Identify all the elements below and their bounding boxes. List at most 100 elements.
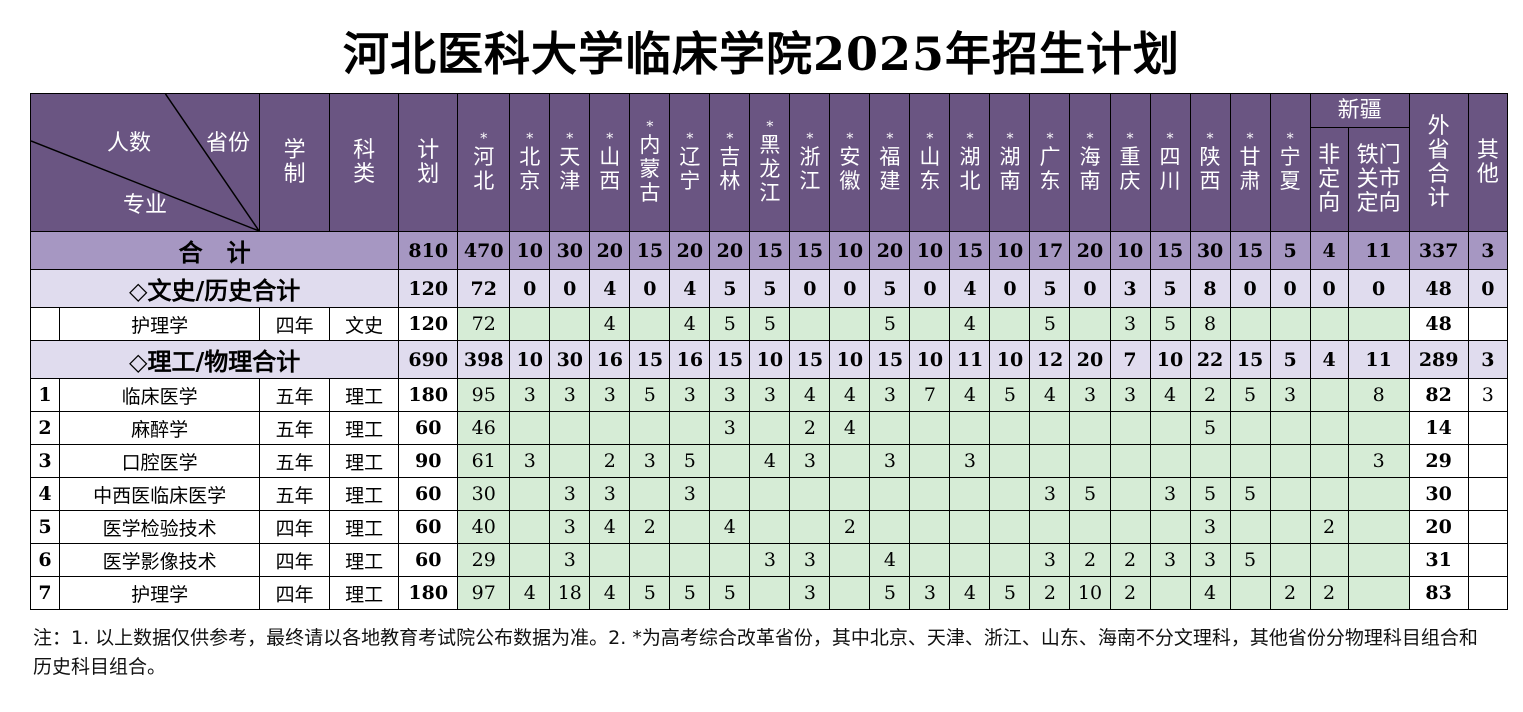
cell: 3 <box>1149 477 1191 511</box>
row-major: 护理学 <box>59 307 261 341</box>
header-xinjiang: 新疆 <box>1309 93 1410 128</box>
cell: 0 <box>829 269 871 308</box>
cell <box>669 411 711 445</box>
cell: 97 <box>457 576 511 610</box>
cell <box>989 411 1031 445</box>
cell: 5 <box>709 307 751 341</box>
header-province: 省份 <box>206 131 251 156</box>
cell: 15 <box>1149 231 1191 270</box>
cell <box>629 543 671 577</box>
cell: 3 <box>1189 510 1231 544</box>
total-row: 合 计 810 470 10 30 20 15 20 20 15 15 10 2… <box>29 231 1509 270</box>
cell <box>1029 444 1071 478</box>
row-qita <box>1467 510 1509 544</box>
cell <box>989 444 1031 478</box>
header-province-guangdong: * 广东 <box>1029 93 1071 232</box>
cell: 5 <box>1229 477 1271 511</box>
row-system: 五年 <box>259 411 331 445</box>
cell: 20 <box>1069 340 1111 379</box>
cell: 2 <box>1309 510 1349 544</box>
cell: 4 <box>829 378 871 412</box>
header-province-liaoning: * 辽宁 <box>669 93 711 232</box>
total-qita: 3 <box>1467 231 1509 270</box>
row-waisheng: 29 <box>1408 444 1469 478</box>
cell <box>989 543 1031 577</box>
cell: 0 <box>1309 269 1349 308</box>
cell: 2 <box>1029 576 1071 610</box>
cell <box>1029 510 1071 544</box>
cell: 2 <box>589 444 631 478</box>
cell <box>909 543 951 577</box>
row-qita <box>1467 411 1509 445</box>
row-plan: 180 <box>398 576 459 610</box>
cell: 0 <box>909 269 951 308</box>
cell: 10 <box>829 231 871 270</box>
cell: 3 <box>509 444 551 478</box>
cell: 5 <box>869 576 911 610</box>
cell <box>1149 576 1191 610</box>
cell: 4 <box>949 269 991 308</box>
cell: 0 <box>1229 269 1271 308</box>
cell <box>1269 543 1311 577</box>
cell <box>949 510 991 544</box>
cell <box>1069 411 1111 445</box>
cell <box>869 411 911 445</box>
cell <box>1309 543 1349 577</box>
cell <box>829 444 871 478</box>
diagonal-header: 人数 省份 专业 <box>29 93 261 232</box>
header-qita: 其他 <box>1467 93 1509 232</box>
cell <box>1347 576 1410 610</box>
total-plan: 810 <box>398 231 459 270</box>
cell: 2 <box>1189 378 1231 412</box>
cell <box>829 543 871 577</box>
row-index: 4 <box>29 477 61 511</box>
row-major: 麻醉学 <box>59 411 261 445</box>
row-plan: 60 <box>398 477 459 511</box>
cell <box>789 510 831 544</box>
cell: 15 <box>709 340 751 379</box>
cell: 5 <box>669 444 711 478</box>
table-row: 6 医学影像技术 四年 理工 60 29 3 3 3 4 3 2 2 3 3 5 31 <box>29 543 1509 577</box>
cell <box>869 510 911 544</box>
cell: 3 <box>1069 378 1111 412</box>
cell <box>869 477 911 511</box>
row-plan: 60 <box>398 543 459 577</box>
cell: 61 <box>457 444 511 478</box>
cell: 16 <box>589 340 631 379</box>
row-category: 理工 <box>329 411 400 445</box>
row-plan: 90 <box>398 444 459 478</box>
cell <box>989 307 1031 341</box>
row-system: 五年 <box>259 378 331 412</box>
cell: 5 <box>1229 378 1271 412</box>
cell: 2 <box>1109 543 1151 577</box>
cell: 3 <box>1109 378 1151 412</box>
cell: 3 <box>709 411 751 445</box>
cell <box>749 576 791 610</box>
cell: 5 <box>709 269 751 308</box>
cell <box>1109 411 1151 445</box>
header-province-anhui: * 安徽 <box>829 93 871 232</box>
row-system: 四年 <box>259 576 331 610</box>
wenshi-qita: 0 <box>1467 269 1509 308</box>
cell: 10 <box>509 231 551 270</box>
cell <box>949 411 991 445</box>
cell <box>669 543 711 577</box>
cell: 0 <box>1269 269 1311 308</box>
header-province-hebei: * 河北 <box>457 93 511 232</box>
row-qita <box>1467 543 1509 577</box>
row-index: 6 <box>29 543 61 577</box>
cell: 7 <box>909 378 951 412</box>
cell: 5 <box>989 576 1031 610</box>
cell: 10 <box>909 231 951 270</box>
header-major: 专业 <box>123 193 168 218</box>
cell <box>1229 411 1271 445</box>
table-row: 3 口腔医学 五年 理工 90 61 3 2 3 5 4 3 3 3 3 29 <box>29 444 1509 478</box>
row-waisheng: 30 <box>1408 477 1469 511</box>
cell: 30 <box>1189 231 1231 270</box>
cell: 4 <box>949 378 991 412</box>
cell: 3 <box>1109 269 1151 308</box>
cell: 3 <box>949 444 991 478</box>
row-index: 5 <box>29 510 61 544</box>
cell: 4 <box>709 510 751 544</box>
cell: 22 <box>1189 340 1231 379</box>
